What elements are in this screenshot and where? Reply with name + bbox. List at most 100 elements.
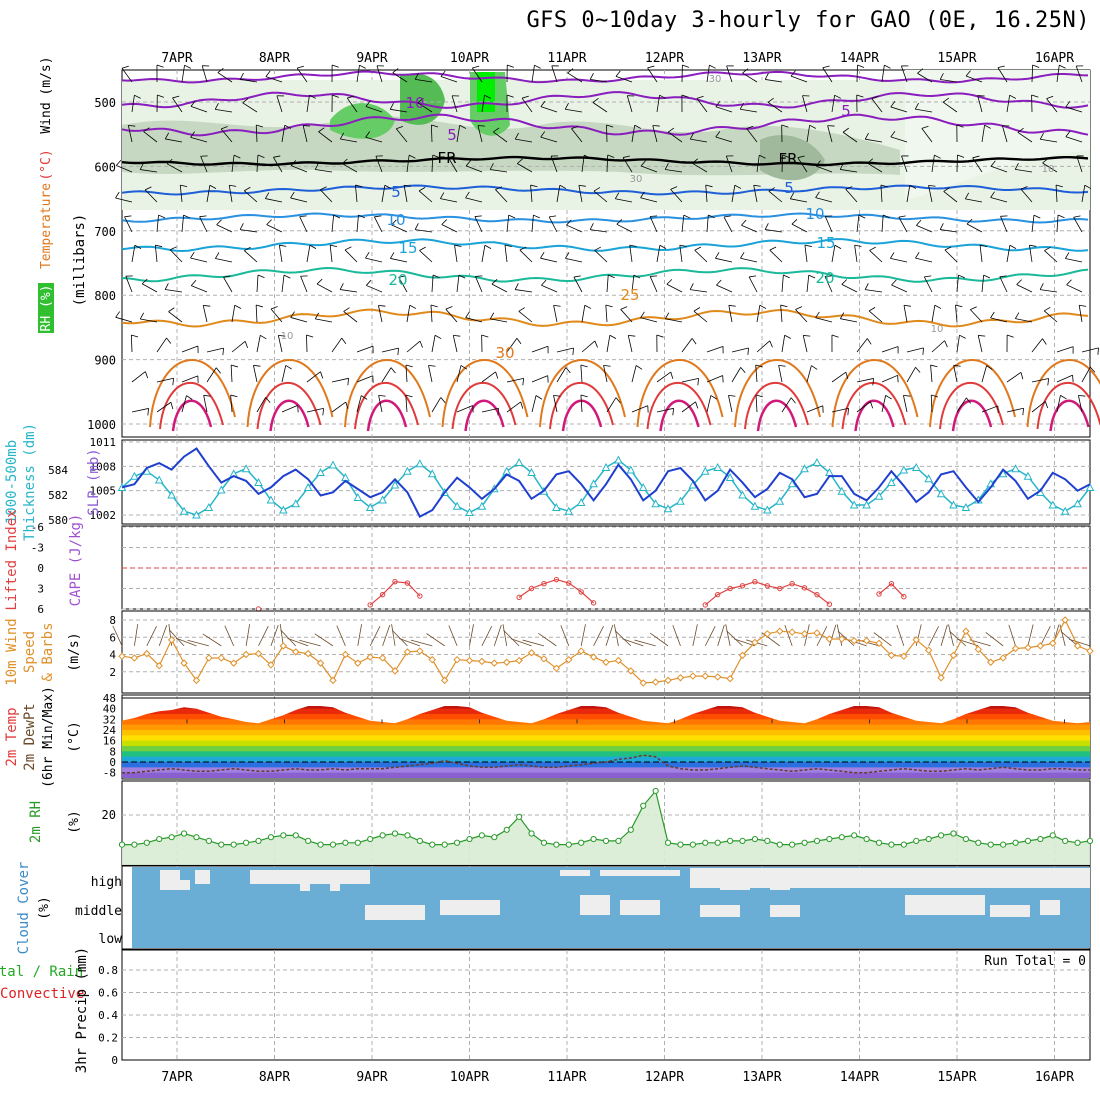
wind-barb bbox=[491, 283, 508, 293]
wind-barb bbox=[815, 165, 833, 173]
wind10-point bbox=[1073, 642, 1082, 650]
wind-barb-feather bbox=[341, 158, 348, 164]
precip-panel-frame bbox=[121, 949, 1091, 1061]
wind-barb-feather bbox=[428, 364, 436, 367]
rh2m-point bbox=[180, 830, 188, 837]
thickness-point bbox=[638, 482, 648, 491]
wind-barb-feather bbox=[493, 127, 500, 133]
wind10-point bbox=[614, 656, 623, 665]
wind-barb bbox=[916, 225, 933, 233]
wind10-barb bbox=[168, 629, 185, 647]
wind-barb bbox=[740, 257, 758, 263]
wind-barb bbox=[253, 365, 258, 383]
wind-barb bbox=[481, 371, 496, 383]
wind-barb-feather bbox=[341, 337, 347, 344]
wind-barb-feather bbox=[659, 244, 667, 249]
wind-barb bbox=[665, 318, 683, 323]
wind-barb-feather bbox=[747, 347, 749, 355]
li-tick-label: -6 bbox=[31, 521, 44, 534]
wind-barb-feather bbox=[815, 160, 821, 167]
wind-barb-feather bbox=[333, 214, 341, 219]
rh2m-panel bbox=[118, 780, 1094, 866]
wind-barb bbox=[990, 165, 1008, 173]
wind-barb-feather bbox=[640, 311, 645, 318]
wind-barb-feather bbox=[134, 94, 141, 99]
wind-barb-feather bbox=[594, 246, 602, 251]
thickness-point bbox=[1073, 499, 1082, 508]
wind-barb bbox=[865, 289, 883, 293]
wind10-barb bbox=[224, 625, 235, 647]
thickness-point bbox=[527, 467, 536, 476]
wind-barb bbox=[1078, 305, 1083, 323]
wind-barb-feather bbox=[864, 132, 869, 140]
wind-barb bbox=[955, 305, 958, 323]
lifted-index-line bbox=[878, 582, 905, 598]
wind-barb bbox=[881, 346, 899, 353]
temp2m-tick-label: 40 bbox=[103, 703, 116, 716]
wind-barb bbox=[381, 185, 386, 203]
wind-barb bbox=[930, 394, 933, 413]
wind-barb bbox=[781, 397, 792, 413]
wind-barb bbox=[454, 245, 458, 263]
wind-barb bbox=[901, 155, 908, 173]
wind-barb-feather bbox=[909, 184, 917, 189]
wind-barb bbox=[728, 395, 733, 413]
wind-barb bbox=[716, 284, 733, 293]
wind-barb-feather bbox=[572, 348, 574, 356]
wind-barb bbox=[931, 155, 935, 173]
thickness-point bbox=[700, 466, 710, 475]
wind-barb bbox=[230, 395, 233, 413]
wind10-point bbox=[515, 656, 523, 665]
wind-barb bbox=[1056, 374, 1073, 383]
wind-barb-feather bbox=[790, 397, 796, 404]
wind-barb bbox=[315, 169, 333, 173]
wind10-barb bbox=[816, 626, 828, 647]
wind10-barb bbox=[593, 626, 604, 647]
wind-barb-feather bbox=[190, 251, 195, 259]
wind-barb bbox=[578, 185, 583, 203]
wind10-point bbox=[391, 667, 399, 675]
wind-barb-feather bbox=[696, 95, 704, 99]
wind-barb bbox=[715, 106, 733, 113]
thickness-point bbox=[837, 486, 847, 495]
temp-contour-40 bbox=[269, 399, 310, 432]
wind10-point bbox=[825, 635, 834, 643]
wind-barb-feather bbox=[815, 191, 820, 198]
wind-barb-feather bbox=[285, 365, 292, 370]
wind-barb bbox=[631, 275, 635, 293]
wind-barb-feather bbox=[361, 395, 368, 400]
wind-barb-feather bbox=[897, 375, 899, 383]
temp-contour-40 bbox=[171, 399, 213, 432]
rh2m-point bbox=[1062, 837, 1069, 845]
wind-barb bbox=[398, 276, 408, 293]
wind-barb-feather bbox=[1039, 132, 1044, 140]
thickness-point bbox=[663, 504, 673, 513]
temp-contour-40 bbox=[1049, 399, 1090, 432]
wind-barb-feather bbox=[516, 337, 522, 345]
rh2m-point bbox=[503, 826, 510, 833]
wind-barb bbox=[530, 185, 533, 203]
wind-barb bbox=[592, 102, 608, 113]
temp-contour-35 bbox=[841, 381, 907, 430]
wind-barb bbox=[981, 365, 987, 383]
slp-tick-label: 1011 bbox=[90, 436, 117, 449]
wind-barb-feather bbox=[1009, 244, 1017, 249]
wind10-point bbox=[664, 676, 672, 685]
rh2m-point bbox=[255, 837, 262, 845]
contour-label: 20 bbox=[815, 269, 834, 287]
wind-barb bbox=[868, 310, 883, 323]
wind-barb bbox=[531, 375, 548, 383]
wind-barb bbox=[541, 284, 558, 293]
wind-barb-feather bbox=[553, 394, 561, 397]
wind-barb-feather bbox=[1016, 279, 1022, 285]
temp-contour-40 bbox=[756, 399, 798, 432]
wind-barb-feather bbox=[257, 154, 265, 159]
thickness-point bbox=[762, 505, 772, 514]
wind-barb-feather bbox=[922, 347, 924, 355]
rh2m-point bbox=[950, 830, 957, 837]
wind-barb bbox=[240, 229, 258, 233]
wind10-point bbox=[118, 652, 126, 660]
wind-barb bbox=[1056, 395, 1061, 413]
wind-barb bbox=[223, 277, 233, 293]
wind-barb-feather bbox=[147, 408, 150, 416]
